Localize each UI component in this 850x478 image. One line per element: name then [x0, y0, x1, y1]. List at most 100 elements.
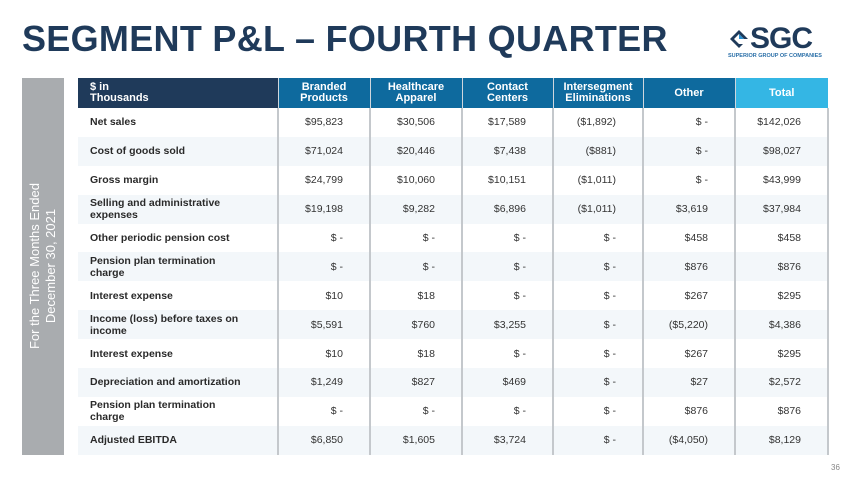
cell-value: $ -: [553, 396, 644, 426]
cell-value: $ -: [462, 396, 554, 426]
logo-chevron-icon: [730, 30, 748, 48]
table-row: Interest expense $10 $18 $ - $ - $267 $295: [78, 339, 829, 369]
page-title: SEGMENT P&L – FOURTH QUARTER: [22, 18, 668, 59]
row-label: Interest expense: [78, 281, 279, 311]
cell-value: $27: [643, 368, 736, 397]
cell-value: ($1,011): [553, 194, 644, 224]
cell-value: $ -: [462, 339, 554, 369]
cell-value: $458: [735, 223, 829, 253]
row-label: Net sales: [78, 108, 279, 137]
cell-value: $ -: [643, 136, 736, 166]
cell-value: $98,027: [735, 136, 829, 166]
cell-value: $43,999: [735, 165, 829, 195]
table-row: Adjusted EBITDA $6,850 $1,605 $3,724 $ - ($4,…: [78, 425, 829, 455]
cell-value: $30,506: [370, 108, 463, 137]
cell-value: $827: [370, 368, 463, 397]
cell-value: $3,724: [462, 425, 554, 455]
table-row: Cost of goods sold $71,024 $20,446 $7,438 ($…: [78, 136, 829, 166]
side-label-line1: For the Three Months Ended: [27, 183, 42, 349]
cell-value: $10: [278, 281, 371, 311]
sgc-logo: SGC SUPERIOR GROUP OF COMPANIES: [728, 22, 833, 62]
cell-value: $469: [462, 368, 554, 397]
cell-value: $ -: [553, 223, 644, 253]
cell-value: ($881): [553, 136, 644, 166]
cell-value: ($1,892): [553, 108, 644, 137]
cell-value: $1,605: [370, 425, 463, 455]
segment-pl-table: $ in Thousands Branded Products Healthcare…: [78, 78, 829, 455]
cell-value: $ -: [462, 223, 554, 253]
cell-value: ($5,220): [643, 310, 736, 340]
header-total: Total: [735, 78, 828, 108]
cell-value: $10,151: [462, 165, 554, 195]
cell-value: $295: [735, 339, 829, 369]
cell-value: $ -: [462, 252, 554, 282]
cell-value: $ -: [553, 310, 644, 340]
cell-value: $37,984: [735, 194, 829, 224]
cell-value: $6,850: [278, 425, 371, 455]
cell-value: $19,198: [278, 194, 371, 224]
cell-value: $458: [643, 223, 736, 253]
cell-value: $876: [643, 396, 736, 426]
row-label: Cost of goods sold: [78, 136, 279, 166]
cell-value: $20,446: [370, 136, 463, 166]
cell-value: $267: [643, 339, 736, 369]
header-healthcare-apparel: Healthcare Apparel: [370, 78, 463, 108]
cell-value: $ -: [553, 339, 644, 369]
table-row: Depreciation and amortization $1,249 $827 $…: [78, 368, 829, 397]
header-other: Other: [643, 78, 736, 108]
table-header-row: $ in Thousands Branded Products Healthcare…: [78, 78, 828, 108]
cell-value: $3,619: [643, 194, 736, 224]
row-label: Interest expense: [78, 339, 279, 369]
cell-value: $9,282: [370, 194, 463, 224]
table-row: Selling and administrative expenses $19,1…: [78, 194, 829, 224]
row-label: Depreciation and amortization: [78, 368, 279, 397]
cell-value: $2,572: [735, 368, 829, 397]
cell-value: $71,024: [278, 136, 371, 166]
cell-value: $ -: [462, 281, 554, 311]
cell-value: $267: [643, 281, 736, 311]
cell-value: $ -: [553, 281, 644, 311]
page-number: 36: [831, 463, 840, 472]
side-period-label: For the Three Months Ended December 30, …: [27, 183, 59, 349]
cell-value: $10,060: [370, 165, 463, 195]
cell-value: $4,386: [735, 310, 829, 340]
row-label: Other periodic pension cost: [78, 223, 279, 253]
row-label: Adjusted EBITDA: [78, 425, 279, 455]
table-row: Pension plan termination charge $ - $ - $ -…: [78, 252, 829, 282]
table-row: Gross margin $24,799 $10,060 $10,151 ($1,011…: [78, 165, 829, 195]
cell-value: $ -: [370, 396, 463, 426]
table-row: Income (loss) before taxes on income $5,5…: [78, 310, 829, 340]
cell-value: $ -: [553, 252, 644, 282]
cell-value: $95,823: [278, 108, 371, 137]
cell-value: $ -: [643, 108, 736, 137]
cell-value: $24,799: [278, 165, 371, 195]
header-branded-products: Branded Products: [278, 78, 371, 108]
row-label: Pension plan termination charge: [78, 396, 279, 426]
row-label: Pension plan termination charge: [78, 252, 279, 282]
cell-value: $ -: [278, 396, 371, 426]
cell-value: $ -: [553, 368, 644, 397]
cell-value: $ -: [370, 252, 463, 282]
side-period-bar: [22, 78, 64, 455]
table-row: Interest expense $10 $18 $ - $ - $267 $295: [78, 281, 829, 311]
cell-value: $760: [370, 310, 463, 340]
cell-value: $8,129: [735, 425, 829, 455]
table-row: Other periodic pension cost $ - $ - $ - $ - $…: [78, 223, 829, 253]
cell-value: ($4,050): [643, 425, 736, 455]
logo-subtitle: SUPERIOR GROUP OF COMPANIES: [728, 53, 822, 59]
cell-value: $1,249: [278, 368, 371, 397]
cell-value: $7,438: [462, 136, 554, 166]
cell-value: $876: [643, 252, 736, 282]
row-label: Selling and administrative expenses: [78, 194, 279, 224]
cell-value: $10: [278, 339, 371, 369]
cell-value: $6,896: [462, 194, 554, 224]
header-contact-centers: Contact Centers: [462, 78, 554, 108]
cell-value: $876: [735, 252, 829, 282]
cell-value: $3,255: [462, 310, 554, 340]
cell-value: $876: [735, 396, 829, 426]
table-row: Pension plan termination charge $ - $ - $ -…: [78, 396, 829, 426]
cell-value: $295: [735, 281, 829, 311]
row-label: Income (loss) before taxes on income: [78, 310, 279, 340]
cell-value: $18: [370, 339, 463, 369]
logo-text: SGC: [750, 22, 813, 55]
